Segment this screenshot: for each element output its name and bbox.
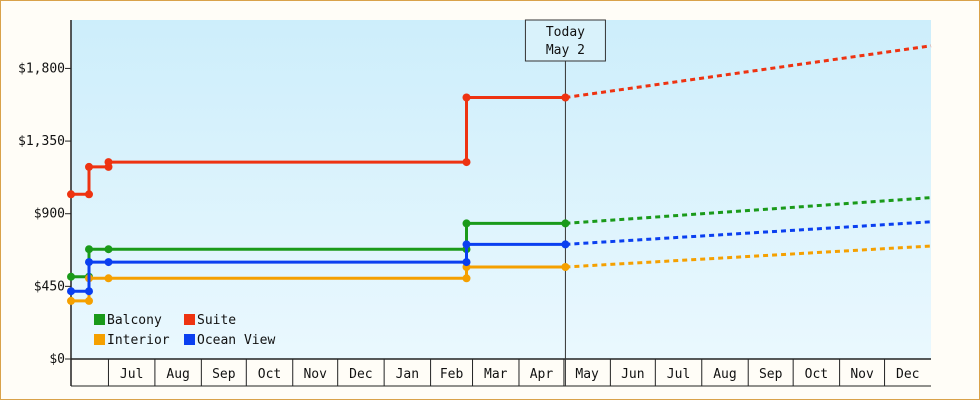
forecast-line-balcony — [565, 196, 932, 225]
axes: $0 $450 $900 $1,350 $1,800 Jul Aug Sep Oct Nov Dec… — [18, 20, 931, 387]
data-point-interior — [462, 274, 471, 283]
legend-item-interior: Interior — [94, 333, 170, 348]
legend-label-ocean-view: Ocean View — [197, 333, 275, 348]
data-point-interior — [67, 296, 75, 305]
y-tick-label: $1,800 — [18, 61, 65, 76]
data-point-interior — [561, 263, 570, 271]
legend-item-suite: Suite — [184, 313, 236, 328]
data-point-ocean-view — [104, 258, 113, 267]
y-tick-label: $0 — [49, 352, 65, 367]
legend: Balcony Suite Interior Ocean View — [94, 313, 275, 348]
x-tick-label: Jun — [621, 367, 644, 382]
x-tick-label: Aug — [166, 367, 189, 382]
data-point-ocean-view — [462, 258, 471, 267]
x-tick-label: Jul — [120, 367, 143, 382]
x-tick-label: Aug — [713, 367, 736, 382]
data-point-suite — [462, 158, 471, 167]
x-tick-label: Apr — [530, 367, 554, 382]
x-tick-label: Oct — [805, 367, 828, 382]
data-point-balcony — [67, 272, 75, 281]
legend-swatch-ocean-view — [184, 334, 195, 345]
data-point-ocean-view — [561, 240, 570, 249]
legend-item-balcony: Balcony — [94, 313, 162, 328]
today-marker: Today May 2 — [524, 19, 606, 386]
data-point-ocean-view — [67, 287, 75, 296]
x-tick-label: Nov — [303, 367, 327, 382]
y-tick-label: $450 — [34, 279, 65, 294]
forecast-line-interior — [565, 244, 932, 269]
data-point-ocean-view — [462, 240, 471, 249]
legend-item-ocean-view: Ocean View — [184, 333, 275, 348]
legend-label-suite: Suite — [197, 313, 236, 328]
forecast-line-suite — [565, 44, 932, 99]
legend-label-balcony: Balcony — [107, 313, 162, 328]
legend-label-interior: Interior — [107, 333, 170, 348]
today-date-label: May 2 — [546, 43, 585, 58]
data-point-balcony — [561, 219, 570, 228]
series-layer — [67, 44, 932, 305]
data-point-suite — [67, 190, 75, 199]
x-tick-label: Mar — [484, 367, 508, 382]
data-point-balcony — [462, 219, 471, 228]
data-point-suite — [561, 93, 570, 102]
data-point-balcony — [85, 245, 93, 254]
data-point-balcony — [104, 245, 113, 254]
y-tick-label: $900 — [34, 207, 65, 222]
data-point-interior — [85, 296, 93, 305]
today-label: Today — [546, 25, 585, 40]
x-tick-label: Nov — [850, 367, 874, 382]
y-tick-label: $1,350 — [18, 134, 65, 149]
data-point-suite — [85, 162, 93, 171]
legend-swatch-balcony — [94, 314, 105, 325]
data-point-interior — [104, 274, 113, 283]
series-ocean-view — [67, 220, 932, 296]
legend-swatch-suite — [184, 314, 195, 325]
x-tick-label: Sep — [212, 367, 236, 382]
forecast-line-ocean-view — [565, 220, 932, 246]
data-point-suite — [85, 190, 93, 199]
x-tick-label: Jul — [667, 367, 690, 382]
series-suite — [67, 44, 932, 199]
x-tick-label: Feb — [440, 367, 464, 382]
today-label-box — [524, 19, 606, 62]
x-tick-label: May — [575, 367, 599, 382]
x-tick-label: Sep — [759, 367, 783, 382]
data-point-ocean-view — [85, 287, 93, 296]
data-point-suite — [104, 158, 113, 167]
data-point-ocean-view — [85, 258, 93, 267]
x-tick-label: Dec — [349, 367, 372, 382]
plot-area — [71, 20, 931, 359]
x-tick-label: Dec — [896, 367, 919, 382]
x-tick-label: Oct — [258, 367, 281, 382]
series-interior — [67, 244, 932, 305]
legend-swatch-interior — [94, 334, 105, 345]
data-point-suite — [462, 93, 471, 102]
x-tick-label: Jan — [396, 367, 419, 382]
